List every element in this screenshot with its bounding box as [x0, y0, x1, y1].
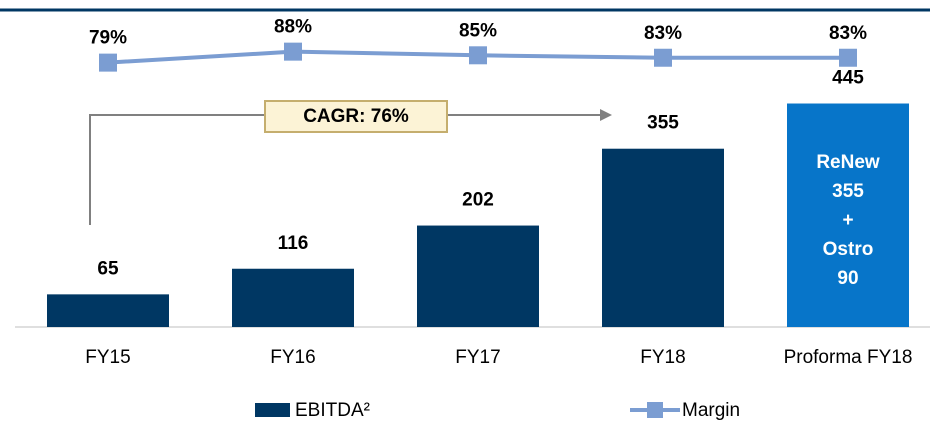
bar [47, 294, 169, 327]
margin-label: 83% [829, 23, 867, 44]
margin-marker [839, 48, 857, 67]
margin-marker [654, 48, 672, 67]
cagr-label: CAGR: 76% [303, 106, 409, 127]
bar-inner-text: Ostro [823, 239, 874, 260]
margin-label: 79% [89, 28, 127, 49]
bar-inner-text: 355 [832, 181, 864, 202]
legend-label: Margin [682, 400, 740, 421]
margin-marker [469, 46, 487, 65]
cagr-arrow [89, 114, 265, 225]
bar [602, 148, 724, 327]
x-tick-label: FY15 [85, 347, 130, 368]
cagr-box [264, 100, 448, 133]
bar-inner-text: 90 [837, 268, 858, 289]
margin-label: 88% [274, 17, 312, 38]
legend-swatch [255, 403, 290, 417]
data-label: 202 [462, 190, 494, 211]
bar-inner-text: + [842, 210, 853, 231]
data-label: 116 [278, 233, 309, 254]
x-tick-label: FY16 [270, 347, 315, 368]
legend-swatch [647, 402, 663, 418]
margin-label: 85% [459, 20, 497, 41]
data-label: 445 [832, 68, 864, 89]
cagr-arrowhead [600, 109, 612, 121]
bar-inner-text: ReNew [816, 152, 880, 173]
x-tick-label: FY17 [455, 347, 500, 368]
legend-label: EBITDA² [295, 400, 370, 421]
bar [232, 268, 354, 327]
x-tick-label: FY18 [640, 347, 685, 368]
margin-marker [284, 42, 302, 61]
data-label: 355 [647, 113, 679, 134]
margin-marker [99, 53, 117, 72]
data-label: 65 [97, 258, 119, 279]
margin-label: 83% [644, 23, 682, 44]
bar [787, 103, 909, 327]
bar [417, 225, 539, 327]
x-tick-label: Proforma FY18 [784, 347, 913, 368]
